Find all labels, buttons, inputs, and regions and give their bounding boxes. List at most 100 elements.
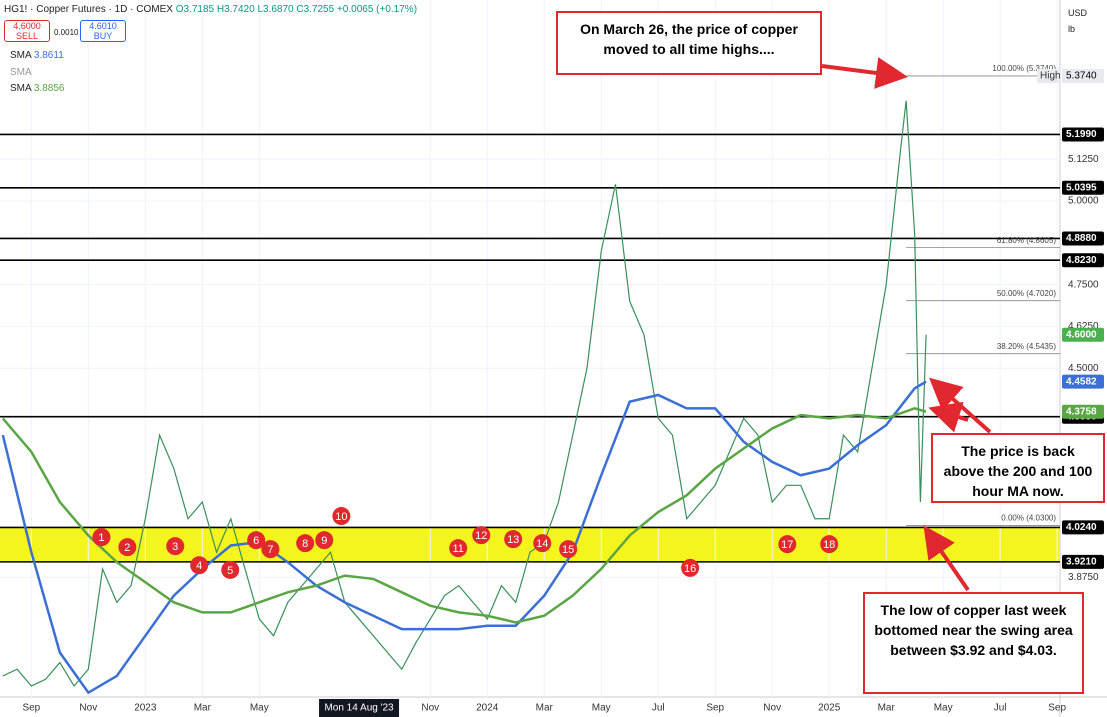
fib-label: 61.80% (4.8605) xyxy=(997,236,1056,245)
indicator-name: SMA xyxy=(10,67,32,78)
support-zone xyxy=(0,527,1060,562)
swing-label: 17 xyxy=(781,539,793,551)
swing-marker xyxy=(92,528,111,547)
arrow xyxy=(821,57,908,89)
y-tick-label: 4.7500 xyxy=(1068,279,1099,290)
x-tick-label: May xyxy=(934,703,953,714)
fib-label: 0.00% (4.0300) xyxy=(1001,514,1056,523)
swing-label: 2 xyxy=(124,542,130,554)
high-text: High xyxy=(1040,71,1061,82)
ohlc: O3.7185 H3.7420 L3.6870 C3.7255 +0.0065 … xyxy=(175,4,418,15)
swing-label: 3 xyxy=(172,541,178,553)
y-tick-label: 4.6250 xyxy=(1068,321,1099,332)
x-tick-label: 2024 xyxy=(476,703,499,714)
swing-marker xyxy=(472,526,491,545)
swing-marker xyxy=(778,535,797,554)
x-tick-label: 2023 xyxy=(134,703,157,714)
swing-label: 10 xyxy=(335,511,347,523)
arrow xyxy=(928,401,969,433)
x-tick-label: Nov xyxy=(421,703,439,714)
x-tick-label: Mar xyxy=(536,703,554,714)
level-label: 5.0395 xyxy=(1066,182,1097,193)
last-value-badge xyxy=(1062,327,1104,342)
sell-button[interactable]: 4.6000 SELL xyxy=(4,20,50,42)
swing-label: 18 xyxy=(823,539,835,551)
level-badge xyxy=(1062,180,1104,195)
buy-label: BUY xyxy=(93,31,113,41)
swing-marker xyxy=(296,534,315,553)
buy-button[interactable]: 4.6010 BUY xyxy=(80,20,126,42)
symbol-text: HG1! · Copper Futures · 1D · COMEX xyxy=(4,4,173,15)
level-label: 5.1990 xyxy=(1066,129,1097,140)
buy-price: 4.6010 xyxy=(89,21,117,31)
swing-label: 14 xyxy=(536,538,548,550)
annotation: The low of copper last week bottomed nea… xyxy=(863,592,1084,694)
level-label: 4.0240 xyxy=(1066,522,1097,533)
x-tick-label: 2025 xyxy=(818,703,841,714)
series-line xyxy=(1,407,927,624)
indicator: SMA 3.8611 xyxy=(10,50,64,61)
swing-marker xyxy=(533,534,552,553)
swing-label: 8 xyxy=(302,538,308,550)
x-tick-label: Nov xyxy=(763,703,781,714)
swing-label: 16 xyxy=(684,563,696,575)
swing-marker xyxy=(190,556,209,575)
high-label: 5.3740 xyxy=(1066,71,1097,82)
level-badge xyxy=(1062,127,1104,142)
x-tick-label: Jul xyxy=(652,703,665,714)
spread: 0.0010 xyxy=(54,28,79,37)
sell-price: 4.6000 xyxy=(13,21,41,31)
x-tick-label: Mar xyxy=(194,703,212,714)
swing-marker xyxy=(221,560,240,579)
indicator-value: 3.8856 xyxy=(33,83,65,94)
high-tag xyxy=(1037,68,1061,83)
swing-label: 7 xyxy=(267,544,273,556)
y-tick-label: 5.1250 xyxy=(1068,154,1099,165)
x-tick-label: Mar xyxy=(878,703,896,714)
swing-marker xyxy=(504,530,523,549)
swing-marker xyxy=(559,540,578,559)
indicator: SMA 3.8856 xyxy=(10,83,65,94)
swing-marker xyxy=(681,558,700,577)
level-label: 3.9210 xyxy=(1066,557,1097,568)
x-tick-label: Sep xyxy=(1048,703,1066,714)
swing-label: 6 xyxy=(253,535,259,547)
annotation: On March 26, the price of copper moved t… xyxy=(556,11,822,75)
level-badge xyxy=(1062,253,1104,268)
swing-label: 11 xyxy=(452,543,463,555)
swing-label: 15 xyxy=(562,544,574,556)
indicator-name: SMA xyxy=(10,83,32,94)
arrows xyxy=(821,57,992,592)
unit[interactable]: lb xyxy=(1068,24,1076,34)
swing-label: 9 xyxy=(321,535,327,547)
x-tick-label: Sep xyxy=(706,703,724,714)
y-tick-label: 3.8750 xyxy=(1068,572,1099,583)
cursor-label: Mon 14 Aug '23 xyxy=(324,703,394,714)
level-label: 4.8880 xyxy=(1066,233,1097,244)
currency[interactable]: USD xyxy=(1068,8,1088,18)
plot: 100.00% (5.3740)61.80% (4.8605)50.00% (4… xyxy=(0,0,1061,697)
indicator-value: 3.8611 xyxy=(33,50,64,61)
swing-marker xyxy=(247,531,266,550)
level-label: 4.8230 xyxy=(1066,255,1097,266)
swing-marker xyxy=(118,538,137,557)
swing-label: 4 xyxy=(196,560,202,572)
swing-label: 12 xyxy=(475,530,487,542)
swing-marker xyxy=(261,540,280,559)
x-tick-label: May xyxy=(592,703,611,714)
last-value-label: 4.4582 xyxy=(1066,376,1097,387)
indicator-name: SMA xyxy=(10,50,32,61)
annotation: The price is back above the 200 and 100 … xyxy=(931,433,1105,503)
swing-label: 13 xyxy=(507,534,519,546)
level-badge xyxy=(1062,520,1104,535)
level-badge xyxy=(1062,554,1104,569)
x-tick-label: Sep xyxy=(22,703,40,714)
last-value-label: 4.3758 xyxy=(1066,406,1097,417)
y-tick-label: 4.5000 xyxy=(1068,363,1099,374)
swing-label: 1 xyxy=(98,532,104,544)
swing-marker xyxy=(820,535,839,554)
high-badge xyxy=(1062,68,1104,83)
swing-marker xyxy=(315,531,334,550)
symbol: HG1! · Copper Futures · 1D · COMEX O3.71… xyxy=(4,4,417,15)
